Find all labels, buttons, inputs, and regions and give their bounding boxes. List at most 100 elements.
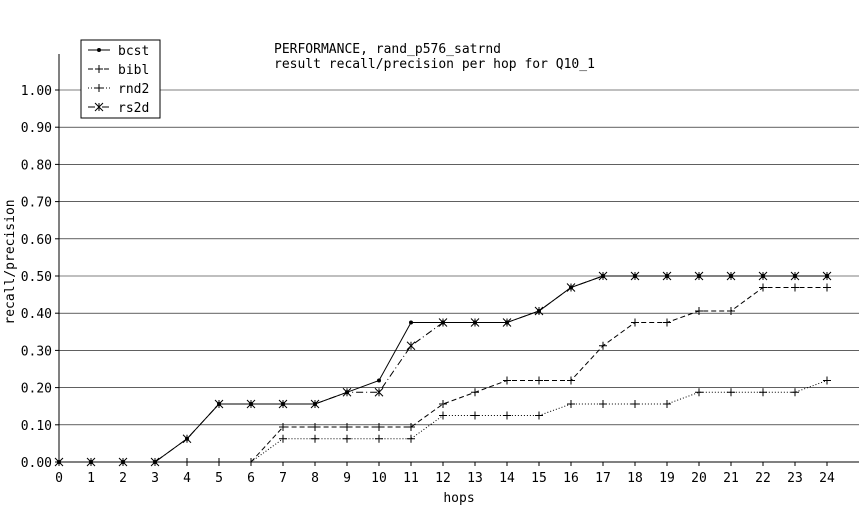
data-point-bibl — [407, 423, 415, 432]
data-point-rs2d — [662, 271, 672, 281]
x-tick-label: 13 — [467, 471, 483, 486]
x-tick-label: 16 — [563, 471, 579, 486]
x-tick-label: 15 — [531, 471, 547, 486]
data-point-bibl — [439, 399, 447, 408]
y-tick-label: 1.00 — [21, 84, 52, 99]
legend-item-bibl: bibl — [88, 63, 149, 78]
data-point-rs2d — [310, 399, 320, 409]
x-tick-label: 4 — [183, 471, 191, 486]
x-tick-label: 24 — [819, 471, 835, 486]
data-point-bibl — [759, 283, 767, 292]
data-point-bibl — [823, 283, 831, 292]
data-point-rs2d — [438, 318, 448, 327]
y-tick-label: 0.30 — [21, 344, 52, 359]
x-tick-label: 5 — [215, 471, 223, 486]
series-bibl — [55, 283, 831, 466]
x-tick-label: 18 — [627, 471, 643, 486]
legend-marker — [95, 65, 103, 73]
x-tick-label: 23 — [787, 471, 803, 486]
x-tick-label: 7 — [279, 471, 287, 486]
series-rnd2 — [55, 376, 831, 466]
y-tick-label: 0.20 — [21, 382, 52, 397]
legend: bcst bibl rnd2 rs2d — [80, 39, 161, 119]
data-point-rnd2 — [823, 376, 831, 385]
y-tick-label: 0.90 — [21, 121, 52, 136]
data-point-rnd2 — [471, 411, 479, 420]
y-tick-label: 0.50 — [21, 270, 52, 285]
data-point-rnd2 — [375, 434, 383, 443]
data-point-rs2d — [566, 283, 576, 292]
data-point-bibl — [663, 318, 671, 327]
series-line-bcst — [59, 275, 827, 463]
x-tick-label: 17 — [595, 471, 611, 486]
legend-marker — [94, 102, 104, 112]
x-tick-label: 6 — [247, 471, 255, 486]
series-line-rs2d — [59, 275, 827, 463]
data-point-bibl — [311, 423, 319, 432]
data-point-rnd2 — [631, 399, 639, 408]
x-tick-label: 21 — [723, 471, 739, 486]
data-point-rnd2 — [503, 411, 511, 420]
data-point-bibl — [343, 423, 351, 432]
data-point-rs2d — [822, 271, 832, 281]
series-rs2d — [54, 271, 832, 467]
data-point-bibl — [599, 341, 607, 350]
x-tick-label: 0 — [55, 471, 63, 486]
data-point-rnd2 — [439, 411, 447, 420]
y-axis-ticks: 0.00 0.10 0.20 0.30 0.40 0.50 0.60 0.70 0.80 0.90… — [21, 84, 59, 471]
data-point-rs2d — [502, 318, 512, 327]
data-point-rs2d — [278, 399, 288, 409]
legend-label: rnd2 — [118, 82, 149, 97]
chart-title: PERFORMANCE, rand_p576_satrnd — [274, 42, 501, 57]
chart-subtitle: result recall/precision per hop for Q10_… — [274, 57, 595, 72]
data-point-bibl — [695, 306, 703, 315]
series-line-rnd2 — [59, 380, 828, 463]
x-tick-label: 10 — [371, 471, 387, 486]
data-point-bibl — [279, 423, 287, 432]
x-tick-label: 22 — [755, 471, 771, 486]
data-point-rnd2 — [695, 388, 703, 397]
data-point-rnd2 — [727, 388, 735, 397]
legend-label: bcst — [118, 44, 149, 59]
data-point-rs2d — [726, 271, 736, 281]
legend-item-rs2d: rs2d — [88, 101, 149, 116]
x-tick-label: 12 — [435, 471, 451, 486]
data-point-bcst — [409, 320, 413, 325]
data-point-rnd2 — [407, 434, 415, 443]
data-point-rnd2 — [567, 399, 575, 408]
legend-marker — [95, 84, 103, 92]
x-tick-label: 9 — [343, 471, 351, 486]
legend-item-rnd2: rnd2 — [88, 82, 149, 97]
data-point-rs2d — [214, 399, 224, 409]
x-tick-label: 11 — [403, 471, 419, 486]
x-tick-label: 2 — [119, 471, 127, 486]
series-line-bibl — [59, 287, 827, 463]
data-point-rs2d — [406, 341, 416, 351]
data-point-rs2d — [374, 387, 384, 397]
data-point-rnd2 — [343, 434, 351, 443]
data-point-bibl — [503, 376, 511, 385]
y-tick-label: 0.70 — [21, 196, 52, 211]
x-tick-label: 19 — [659, 471, 675, 486]
legend-label: bibl — [118, 63, 149, 78]
data-point-rs2d — [342, 387, 352, 397]
data-point-rs2d — [470, 318, 480, 327]
data-point-bibl — [727, 306, 735, 315]
legend-box — [80, 39, 161, 119]
y-tick-label: 0.40 — [21, 307, 52, 322]
x-tick-label: 20 — [691, 471, 707, 486]
y-tick-label: 0.00 — [21, 456, 52, 471]
y-axis-label: recall/precision — [3, 199, 18, 324]
data-point-rs2d — [758, 271, 768, 281]
legend-label: rs2d — [118, 101, 149, 116]
series-bcst — [57, 274, 829, 464]
data-point-bibl — [631, 318, 639, 327]
data-point-rs2d — [246, 399, 256, 409]
x-tick-label: 8 — [311, 471, 319, 486]
x-tick-label: 14 — [499, 471, 515, 486]
data-point-rnd2 — [759, 388, 767, 397]
data-point-bcst — [377, 378, 381, 383]
series-group — [54, 271, 832, 467]
data-point-rs2d — [790, 271, 800, 281]
